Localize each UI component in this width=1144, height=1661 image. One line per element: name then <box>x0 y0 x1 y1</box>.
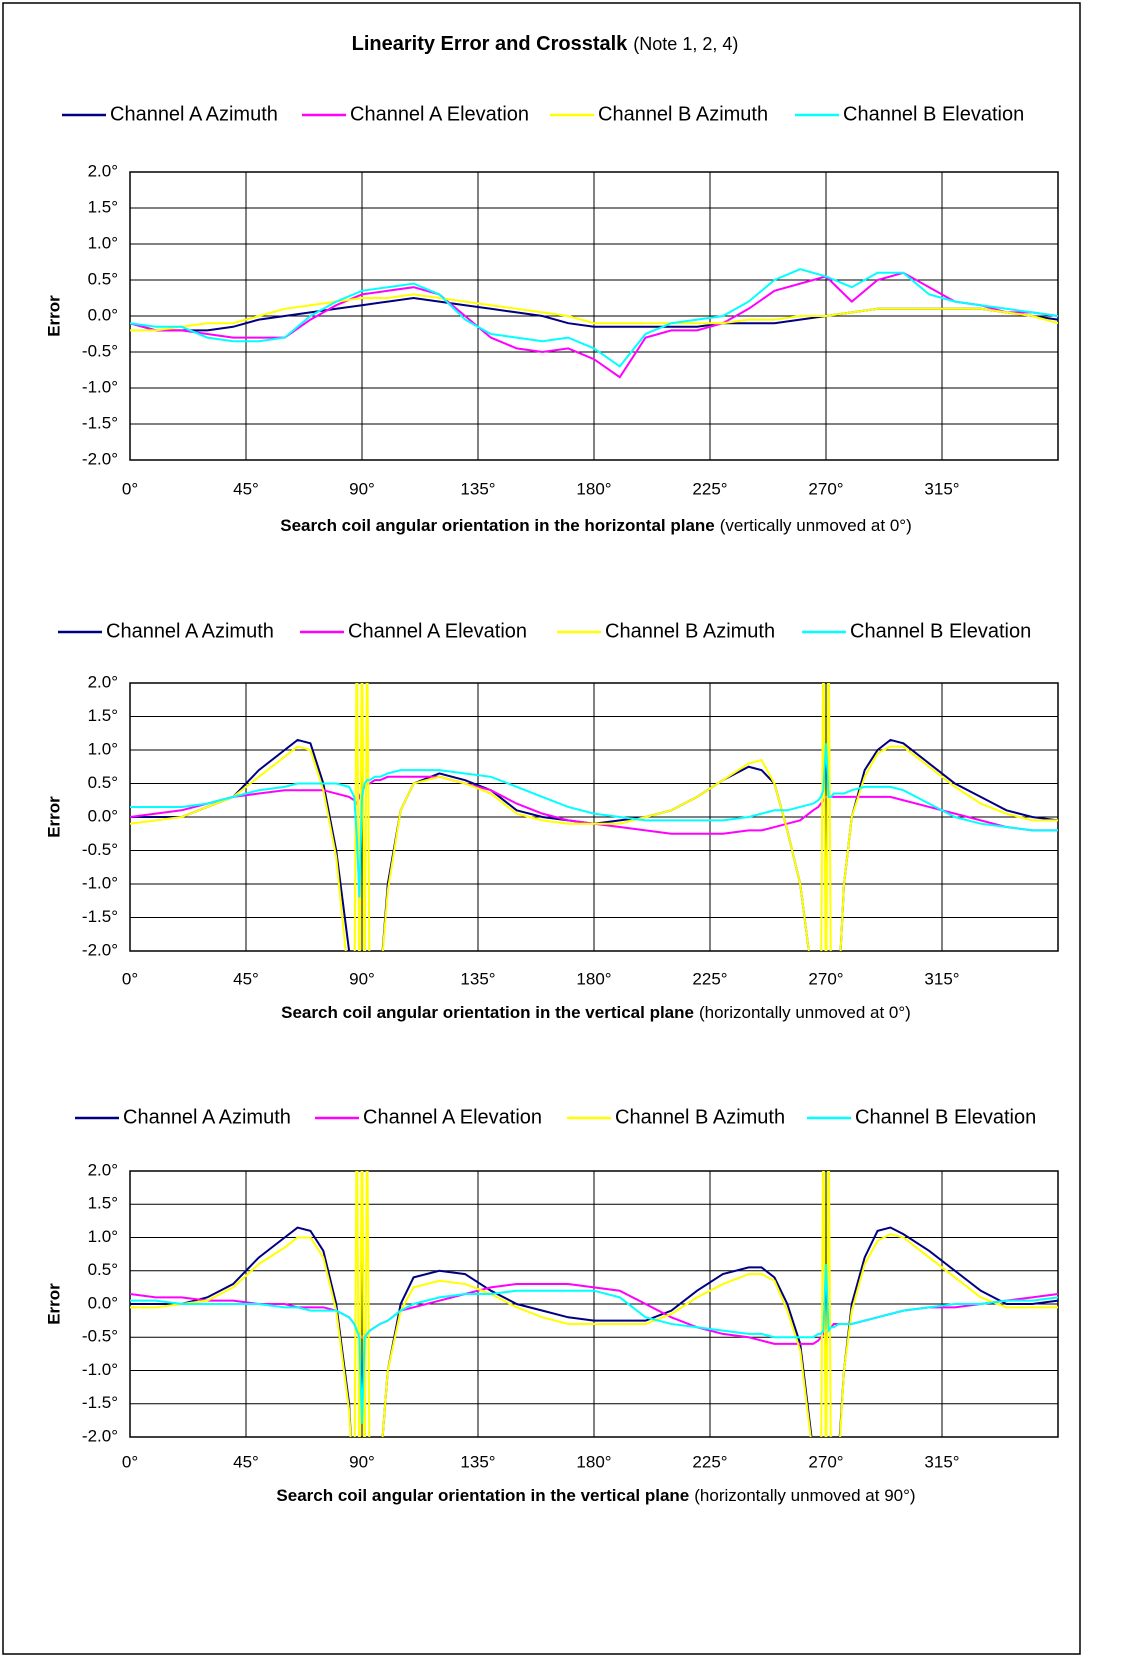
series-line <box>130 743 1058 898</box>
x-tick-label: 135° <box>460 1452 495 1471</box>
x-tick-label: 45° <box>233 1452 259 1471</box>
legend-label: Channel B Azimuth <box>598 103 768 125</box>
legend-label: Channel A Azimuth <box>106 620 274 642</box>
y-tick-label: 2.0° <box>88 161 118 180</box>
y-tick-label: 0.0° <box>88 806 118 825</box>
legend-label: Channel B Azimuth <box>615 1106 785 1128</box>
series-line <box>130 1264 1058 1424</box>
y-tick-label: -1.5° <box>82 413 118 432</box>
legend-label: Channel A Azimuth <box>110 103 278 125</box>
y-tick-label: -0.5° <box>82 840 118 859</box>
y-tick-label: 0.5° <box>88 269 118 288</box>
series-line <box>130 775 1058 835</box>
x-tick-label: 270° <box>808 1452 843 1471</box>
page-title: Linearity Error and Crosstalk (Note 1, 2,… <box>352 33 739 55</box>
y-tick-label: -1.0° <box>82 377 118 396</box>
x-tick-label: 315° <box>924 479 959 498</box>
plot-lines <box>130 1171 1058 1437</box>
y-tick-label: -0.5° <box>82 1327 118 1346</box>
x-tick-label: 45° <box>233 479 259 498</box>
x-tick-label: 135° <box>460 479 495 498</box>
x-axis-title-note: (vertically unmoved at 0°) <box>720 516 912 535</box>
x-tick-label: 225° <box>692 969 727 988</box>
x-axis-title: Search coil angular orientation in the v… <box>281 1003 911 1022</box>
x-tick-label: 0° <box>122 969 138 988</box>
series-line <box>130 1171 1058 1437</box>
series-line <box>130 683 1058 951</box>
series-line <box>130 268 1058 368</box>
legend-label: Channel A Elevation <box>350 103 529 125</box>
y-tick-label: -1.5° <box>82 907 118 926</box>
plot-lines <box>130 268 1058 379</box>
legend-label: Channel A Elevation <box>363 1106 542 1128</box>
y-tick-label: 2.0° <box>88 1160 118 1179</box>
y-tick-label: 2.0° <box>88 672 118 691</box>
plot-lines <box>130 683 1058 951</box>
y-tick-label: 1.0° <box>88 1227 118 1246</box>
title-note: (Note 1, 2, 4) <box>633 34 738 54</box>
y-tick-label: 0.5° <box>88 773 118 792</box>
y-axis-title: Error <box>44 1283 63 1325</box>
x-axis-title: Search coil angular orientation in the v… <box>276 1486 915 1505</box>
x-axis-title-main: Search coil angular orientation in the v… <box>281 1003 694 1022</box>
y-tick-label: -2.0° <box>82 1426 118 1445</box>
title: Linearity Error and Crosstalk <box>352 33 629 55</box>
x-tick-label: 225° <box>692 479 727 498</box>
y-tick-label: 1.0° <box>88 739 118 758</box>
legend-label: Channel B Elevation <box>855 1106 1036 1128</box>
x-axis-title-note: (horizontally unmoved at 90°) <box>694 1486 915 1505</box>
y-tick-label: -1.0° <box>82 873 118 892</box>
x-tick-label: 45° <box>233 969 259 988</box>
x-tick-label: 270° <box>808 969 843 988</box>
y-tick-label: 1.5° <box>88 706 118 725</box>
y-tick-label: 1.5° <box>88 1194 118 1213</box>
x-tick-label: 90° <box>349 479 375 498</box>
x-tick-label: 135° <box>460 969 495 988</box>
x-tick-label: 90° <box>349 969 375 988</box>
x-axis-title-note: (horizontally unmoved at 0°) <box>699 1003 911 1022</box>
legend-label: Channel A Azimuth <box>123 1106 291 1128</box>
legend-label: Channel B Elevation <box>850 620 1031 642</box>
x-tick-label: 90° <box>349 1452 375 1471</box>
x-tick-label: 270° <box>808 479 843 498</box>
y-tick-label: -2.0° <box>82 940 118 959</box>
x-tick-label: 0° <box>122 1452 138 1471</box>
y-tick-label: 1.0° <box>88 233 118 252</box>
x-tick-label: 315° <box>924 1452 959 1471</box>
y-axis-title: Error <box>44 796 63 838</box>
x-tick-label: 0° <box>122 479 138 498</box>
y-tick-label: -0.5° <box>82 341 118 360</box>
x-axis-title-main: Search coil angular orientation in the h… <box>280 516 715 535</box>
series-line <box>130 293 1058 332</box>
x-tick-label: 225° <box>692 1452 727 1471</box>
x-axis-title: Search coil angular orientation in the h… <box>280 516 912 535</box>
y-tick-label: 0.0° <box>88 1293 118 1312</box>
y-tick-label: 0.5° <box>88 1260 118 1279</box>
y-tick-label: -2.0° <box>82 449 118 468</box>
legend-label: Channel B Azimuth <box>605 620 775 642</box>
x-tick-label: 180° <box>576 479 611 498</box>
y-axis-title: Error <box>44 295 63 337</box>
frame <box>2 2 1081 1655</box>
x-tick-label: 180° <box>576 1452 611 1471</box>
x-tick-label: 315° <box>924 969 959 988</box>
y-tick-label: 0.0° <box>88 305 118 324</box>
legend-label: Channel B Elevation <box>843 103 1024 125</box>
x-axis-title-main: Search coil angular orientation in the v… <box>276 1486 689 1505</box>
x-tick-label: 180° <box>576 969 611 988</box>
y-tick-label: -1.5° <box>82 1393 118 1412</box>
y-tick-label: -1.0° <box>82 1360 118 1379</box>
y-tick-label: 1.5° <box>88 197 118 216</box>
legend-label: Channel A Elevation <box>348 620 527 642</box>
